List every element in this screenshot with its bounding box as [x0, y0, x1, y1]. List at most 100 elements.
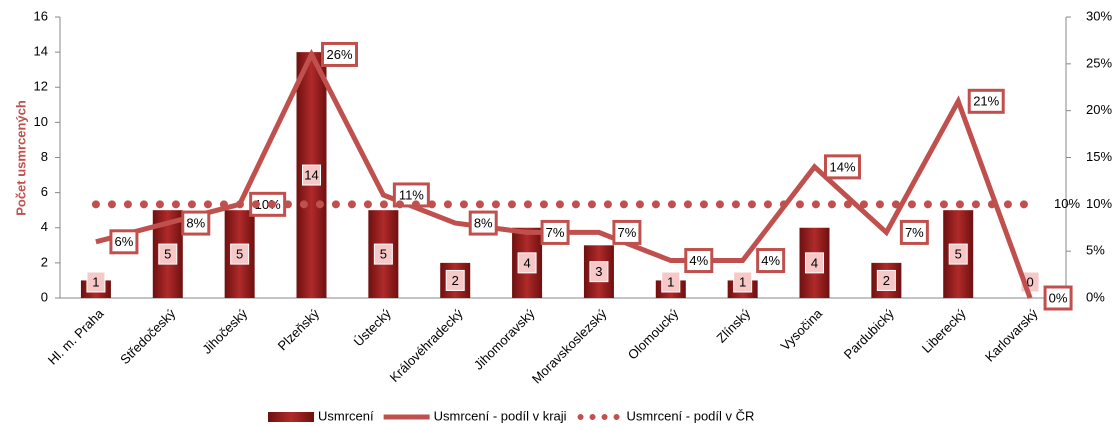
line-label-text: 0%	[1049, 290, 1068, 305]
bar-label-box	[230, 243, 250, 265]
x-tick-label: Olomoucký	[625, 306, 682, 363]
bar-label: 5	[948, 243, 968, 265]
line-label-box	[109, 229, 139, 255]
bar-label: 5	[230, 243, 250, 265]
line-label: 7%	[540, 219, 570, 245]
bar-label-text: 1	[92, 274, 99, 289]
x-tick-label: Zlínský	[713, 306, 753, 346]
line-label: 8%	[468, 210, 498, 236]
line-label-box	[612, 219, 642, 245]
line-label: 11%	[392, 182, 430, 208]
y2-tick-label: 10%	[1086, 196, 1112, 211]
bar-label: 2	[445, 269, 465, 291]
line-label: 14%	[824, 154, 861, 180]
bar-label-box	[876, 269, 896, 291]
x-tick-label: Ústecký	[351, 306, 395, 350]
bar-label: 1	[661, 271, 681, 293]
bar-label-box	[948, 243, 968, 265]
line-label-text: 4%	[689, 253, 708, 268]
y-axis-title: Počet usmrcených	[13, 100, 28, 216]
bar-label-text: 1	[739, 274, 746, 289]
bar-label-box	[445, 269, 465, 291]
line-label-text: 7%	[618, 225, 637, 240]
line-label-text: 21%	[973, 94, 999, 109]
line-label: 7%	[612, 219, 642, 245]
bar-label: 3	[589, 261, 609, 283]
line-label: 4%	[756, 248, 786, 274]
bar-label-text: 5	[380, 247, 387, 262]
bar-label-text: 0	[1026, 274, 1033, 289]
x-tick-label: Liberecký	[919, 306, 969, 356]
bar-label: 2	[876, 269, 896, 291]
line-label-box	[967, 88, 1005, 114]
line-label-text: 14%	[829, 159, 855, 174]
y2-tick-label: 5%	[1086, 243, 1105, 258]
y-tick-label: 16	[34, 8, 48, 23]
y-tick-label: 10	[34, 114, 48, 129]
bar-label-box	[302, 164, 321, 186]
bar-label-box	[589, 261, 609, 283]
bar-label-text: 2	[452, 273, 459, 288]
bar-label: 1	[86, 271, 106, 293]
line-label: 21%	[967, 88, 1005, 114]
y-tick-label: 6	[41, 184, 48, 199]
y2-tick-label: 30%	[1086, 8, 1112, 23]
bar-label-text: 5	[164, 247, 171, 262]
bar-label: 4	[805, 252, 824, 274]
y-tick-label: 12	[34, 79, 48, 94]
line-label-text: 8%	[474, 216, 493, 231]
bar-label-text: 1	[667, 274, 674, 289]
x-tick-label: Plzeňský	[275, 306, 323, 354]
line-label-box	[824, 154, 861, 180]
line-label-box	[684, 248, 714, 274]
y2-tick-label: 0%	[1086, 289, 1105, 304]
bar-label-box	[661, 271, 681, 293]
bar-label-text: 5	[955, 247, 962, 262]
bar-label-text: 5	[236, 247, 243, 262]
line-label-text: 4%	[761, 253, 780, 268]
x-tick-label: Karlovarský	[982, 306, 1041, 365]
line-label-text: 8%	[186, 216, 205, 231]
line-label-text: 11%	[399, 187, 424, 202]
y2-tick-label: 15%	[1086, 149, 1112, 164]
bar-label-box	[373, 243, 393, 265]
bar-label: 5	[158, 243, 178, 265]
bar-label-text: 2	[883, 273, 890, 288]
line-label-text: 26%	[326, 47, 352, 62]
line-label-box	[468, 210, 498, 236]
y-tick-label: 0	[41, 289, 48, 304]
legend-label: Usmrcení - podíl v kraji	[434, 408, 567, 423]
line-label: 7%	[899, 219, 929, 245]
bar-label-box	[733, 271, 753, 293]
line-label-box	[392, 182, 430, 208]
legend-label: Usmrcení - podíl v ČR	[627, 408, 755, 423]
bar-label-box	[805, 252, 824, 274]
legend-label: Usmrcení	[318, 408, 374, 423]
line-label-box	[756, 248, 786, 274]
bar-label-box	[86, 271, 106, 293]
line-label-text: 7%	[546, 225, 565, 240]
bar-label-text: 3	[595, 264, 602, 279]
line-label-box	[540, 219, 570, 245]
bar-label-text: 4	[523, 255, 530, 270]
x-tick-label: Jihočeský	[199, 306, 250, 357]
x-tick-label: Jihomoravský	[471, 306, 538, 373]
line-label: 10%	[249, 191, 287, 217]
dotted-line-label: 10%	[1054, 196, 1080, 211]
y-tick-label: 2	[41, 254, 48, 269]
line-label-text: 10%	[255, 197, 281, 212]
x-tick-label: Hl. m. Praha	[45, 305, 107, 367]
x-tick-label: Královéhradecký	[387, 306, 466, 385]
x-tick-label: Vysočina	[777, 305, 825, 353]
line-label-box	[321, 41, 358, 67]
bar-label: 1	[733, 271, 753, 293]
line-label-text: 6%	[115, 234, 134, 249]
bar-label: 5	[373, 243, 393, 265]
line-label-text: 7%	[905, 225, 924, 240]
line-label-box	[1043, 285, 1073, 311]
line-label: 0%	[1043, 285, 1073, 311]
line-label-box	[181, 210, 211, 236]
line-label: 6%	[109, 229, 139, 255]
x-tick-label: Pardubický	[841, 306, 897, 362]
